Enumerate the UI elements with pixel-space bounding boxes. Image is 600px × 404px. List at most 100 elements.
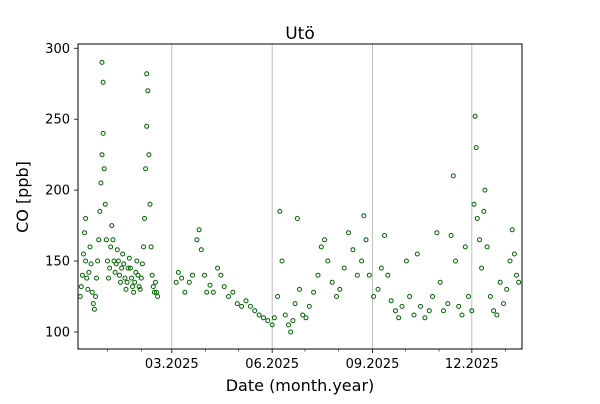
data-point [469, 308, 475, 314]
data-point [491, 308, 497, 314]
data-point [135, 272, 141, 278]
data-point [118, 279, 123, 285]
data-point [136, 284, 142, 290]
data-point [86, 269, 92, 275]
data-point [145, 88, 151, 94]
data-point [78, 284, 84, 290]
data-point [109, 223, 115, 229]
data-point [94, 275, 99, 281]
y-tick-label: 300 [45, 42, 70, 57]
data-point [497, 279, 503, 285]
data-point [215, 265, 221, 271]
data-point [125, 265, 131, 271]
data-point [279, 258, 285, 264]
data-point [179, 275, 185, 281]
data-point [294, 216, 300, 221]
x-axis: 03.2025 06.2025 09.2025 12.2025 [107, 349, 506, 372]
data-point [511, 251, 517, 257]
data-point [501, 301, 506, 307]
data-point [85, 286, 91, 292]
data-point [198, 247, 204, 253]
data-point [99, 152, 105, 158]
data-point [107, 265, 113, 271]
data-point [155, 294, 161, 299]
data-point [325, 258, 331, 264]
data-point [97, 208, 103, 214]
data-point [132, 279, 138, 285]
data-point [484, 244, 490, 250]
data-point [459, 312, 465, 318]
data-point [388, 298, 394, 304]
data-point [466, 294, 471, 299]
data-point [306, 303, 312, 309]
data-point [474, 216, 480, 221]
data-point [271, 315, 277, 321]
data-point [207, 282, 213, 288]
data-point [462, 244, 468, 250]
data-point [88, 261, 94, 267]
data-point [131, 289, 137, 295]
data-point [422, 315, 428, 321]
data-point [411, 312, 417, 318]
data-point [329, 279, 335, 285]
data-point [354, 272, 360, 278]
data-point [190, 272, 195, 278]
data-point [139, 261, 145, 267]
grid-lines [171, 44, 473, 349]
data-point [393, 308, 398, 314]
data-point [481, 208, 487, 214]
data-point [290, 318, 296, 324]
data-point [507, 258, 513, 264]
data-point [234, 301, 240, 307]
data-point [83, 216, 89, 221]
data-point [91, 306, 97, 312]
y-tick-label: 150 [45, 255, 70, 270]
data-point [144, 71, 150, 77]
data-point [473, 145, 479, 151]
data-point [256, 312, 262, 318]
data-point [126, 255, 132, 261]
x-tick-label: 06.2025 [245, 357, 299, 372]
data-point [516, 279, 522, 285]
data-point [399, 303, 405, 309]
data-point [89, 289, 95, 295]
data-point [315, 272, 321, 278]
data-point [504, 286, 510, 292]
data-point [243, 298, 249, 304]
data-point [83, 258, 89, 264]
data-point [127, 265, 133, 271]
data-point [130, 284, 135, 290]
data-point [119, 265, 125, 271]
data-point [95, 258, 101, 264]
data-point [494, 312, 500, 318]
data-point [382, 233, 387, 238]
data-point [151, 289, 157, 295]
data-point [173, 279, 179, 285]
data-point [303, 315, 309, 321]
data-point [142, 216, 147, 221]
data-point [269, 322, 275, 328]
data-point [450, 173, 456, 179]
data-point [407, 294, 413, 299]
data-point [437, 279, 443, 285]
data-point [99, 59, 105, 65]
data-point [143, 166, 149, 172]
data-point [182, 289, 188, 295]
data-point [247, 303, 253, 309]
data-point [218, 272, 224, 278]
data-point [147, 201, 153, 207]
data-point [175, 269, 181, 275]
data-point [311, 289, 317, 295]
data-point [322, 237, 327, 243]
x-tick-label: 12.2025 [445, 357, 499, 372]
plot-frame [77, 43, 523, 350]
data-point [210, 289, 216, 295]
data-point [79, 272, 85, 278]
data-point [93, 294, 98, 299]
data-point [434, 230, 440, 236]
data-point [204, 289, 210, 295]
data-point [509, 227, 515, 233]
data-point [430, 294, 435, 299]
data-point [115, 258, 121, 264]
